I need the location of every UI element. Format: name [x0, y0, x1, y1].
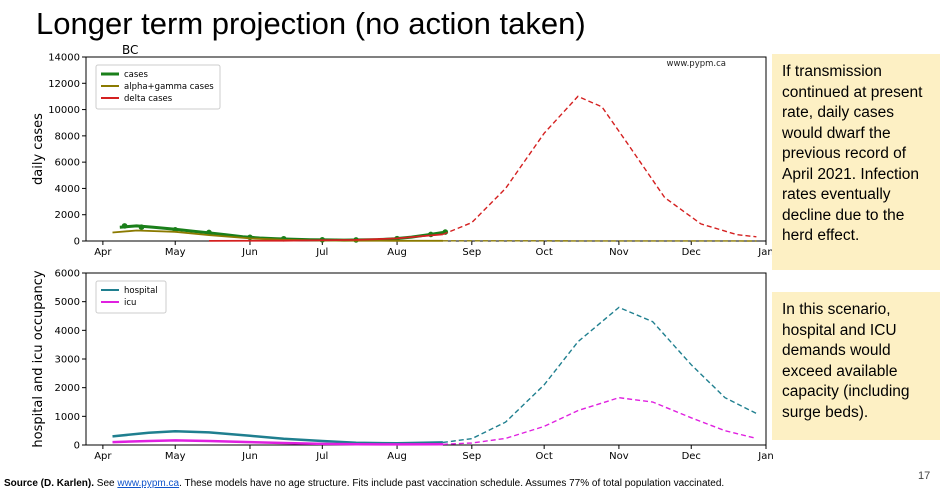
y-tick-label: 6000: [55, 269, 80, 280]
y-tick-label: 0: [74, 237, 80, 248]
x-tick-label: Dec: [682, 451, 701, 462]
y-axis-label: daily cases: [31, 113, 46, 185]
legend-label: icu: [124, 298, 136, 308]
series-icu-projection: [442, 396, 757, 445]
legend-label: cases: [124, 70, 149, 80]
chart-1: Apr May Jun Jul Aug Sep Oct Nov Dec Jan 0 2000 4000 6…: [31, 43, 774, 258]
x-tick-label: Dec: [682, 247, 701, 258]
series-marker: [206, 229, 212, 236]
x-tick-label: May: [165, 247, 186, 258]
x-tick-label: Aug: [387, 247, 407, 258]
charts-canvas: Apr May Jun Jul Aug Sep Oct Nov Dec Jan 0 2000 4000 6…: [31, 43, 774, 463]
series-delta-cases-projection: [442, 95, 757, 238]
footer-see: See: [94, 478, 118, 489]
x-tick-label: Jul: [315, 247, 328, 258]
x-tick-label: Oct: [536, 247, 553, 258]
slide-title: Longer term projection (no action taken): [36, 6, 586, 41]
footer-link[interactable]: www.pypm.ca: [117, 478, 180, 489]
series-alpha-gamma-cases-fit: [112, 229, 443, 242]
chart-title: BC: [122, 43, 138, 57]
note-hospital-capacity: In this scenario, hospital and ICU deman…: [772, 292, 940, 440]
x-tick-label: Nov: [609, 451, 629, 462]
y-tick-label: 8000: [55, 131, 80, 142]
x-tick-label: Apr: [94, 451, 112, 462]
series-delta-cases-fit: [208, 233, 443, 242]
series-icu-fit: [112, 439, 443, 446]
x-tick-label: May: [165, 451, 186, 462]
legend-label: delta cases: [124, 94, 173, 104]
y-tick-label: 4000: [55, 326, 80, 337]
footer-source-label: Source (D. Karlen).: [4, 478, 95, 489]
plot-frame: [85, 272, 767, 446]
note-transmission: If transmission continued at present rat…: [772, 54, 940, 270]
series-marker: [138, 224, 145, 230]
y-tick-label: 10000: [48, 105, 80, 116]
y-tick-label: 2000: [55, 383, 80, 394]
x-tick-label: Jun: [241, 247, 258, 258]
y-axis-label: hospital and icu occupancy: [31, 270, 46, 447]
x-tick-label: Aug: [387, 451, 407, 462]
series-marker: [121, 223, 128, 229]
y-tick-label: 14000: [48, 53, 80, 64]
y-tick-label: 0: [74, 441, 80, 452]
x-tick-label: Jan: [757, 451, 773, 462]
x-tick-label: Jan: [757, 247, 773, 258]
y-tick-label: 1000: [55, 412, 80, 423]
x-tick-label: Sep: [462, 247, 481, 258]
chart-watermark: www.pypm.ca: [667, 59, 726, 69]
x-tick-label: Apr: [94, 247, 112, 258]
footer-rest: . These models have no age structure. Fi…: [179, 478, 725, 489]
y-tick-label: 2000: [55, 210, 80, 221]
page-number: 17: [918, 470, 931, 482]
legend-label: alpha+gamma cases: [124, 82, 214, 92]
y-tick-label: 5000: [55, 297, 80, 308]
x-tick-label: Jun: [241, 451, 258, 462]
x-tick-label: Nov: [609, 247, 629, 258]
x-tick-label: Oct: [536, 451, 553, 462]
x-tick-label: Sep: [462, 451, 481, 462]
y-tick-label: 12000: [48, 79, 80, 90]
y-tick-label: 4000: [55, 184, 80, 195]
series-hospital-projection: [442, 306, 757, 444]
y-tick-label: 6000: [55, 158, 80, 169]
legend-label: hospital: [124, 286, 158, 296]
chart-2: Apr May Jun Jul Aug Sep Oct Nov Dec Jan 0 1000 2000 3…: [31, 269, 774, 463]
footer-source: Source (D. Karlen). See www.pypm.ca. The…: [4, 478, 724, 489]
legend-box: [95, 64, 221, 110]
y-tick-label: 3000: [55, 355, 80, 366]
x-tick-label: Jul: [315, 451, 328, 462]
series-hospital-fit: [112, 429, 443, 445]
